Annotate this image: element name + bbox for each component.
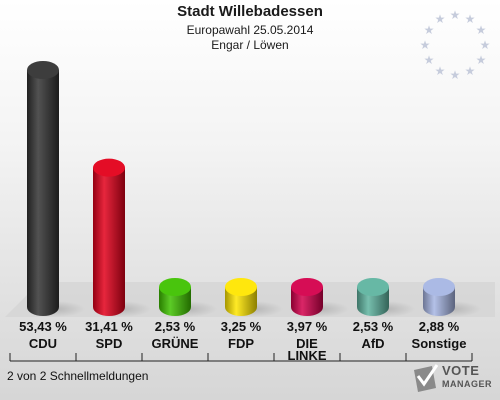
status-footer: 2 von 2 Schnellmeldungen <box>7 369 149 383</box>
value-label: 2,53 % <box>155 319 196 334</box>
value-label: 31,41 % <box>85 319 133 334</box>
chart-title: Stadt Willebadessen <box>177 3 323 20</box>
value-label: 2,53 % <box>353 319 394 334</box>
category-label: AfD <box>361 336 384 351</box>
eu-star-icon: ★ <box>476 53 487 67</box>
bar-spd <box>91 158 151 317</box>
value-label: 53,43 % <box>19 319 67 334</box>
bar-afd <box>355 278 415 317</box>
category-label: DIE LINKE <box>288 336 327 363</box>
eu-star-icon: ★ <box>424 23 435 37</box>
eu-star-icon: ★ <box>435 64 446 78</box>
election-subtitle: Europawahl 25.05.2014 <box>186 23 314 37</box>
eu-star-icon: ★ <box>450 68 461 82</box>
bar-die-linke <box>289 278 349 317</box>
eu-star-icon: ★ <box>480 38 491 52</box>
bar-sonstige <box>421 278 481 317</box>
category-label: FDP <box>228 336 254 351</box>
value-label: 3,25 % <box>221 319 262 334</box>
bar-grüne <box>157 278 217 317</box>
eu-star-icon: ★ <box>450 8 461 22</box>
logo-line-2: MANAGER <box>442 379 492 389</box>
ballot-check-icon <box>414 364 439 392</box>
eu-star-icon: ★ <box>420 38 431 52</box>
category-label: CDU <box>29 336 57 351</box>
value-label: 3,97 % <box>287 319 328 334</box>
category-label: SPD <box>96 336 123 351</box>
logo-line-1: VOTE <box>442 363 480 378</box>
value-label: 2,88 % <box>419 319 460 334</box>
eu-stars-emblem: ★ ★★★★★★★★★★★ <box>420 8 491 82</box>
vote-manager-logo: VOTE MANAGER <box>410 362 496 396</box>
eu-star-icon: ★ <box>465 64 476 78</box>
eu-star-icon: ★ <box>476 23 487 37</box>
category-label: Sonstige <box>412 336 467 351</box>
eu-star-icon: ★ <box>435 12 446 26</box>
eu-star-icon: ★ <box>424 53 435 67</box>
bar-cdu <box>25 61 85 317</box>
category-label: GRÜNE <box>152 336 199 351</box>
bar-fdp <box>223 278 283 317</box>
district-subtitle: Engar / Löwen <box>211 38 289 52</box>
eu-star-icon: ★ <box>465 12 476 26</box>
